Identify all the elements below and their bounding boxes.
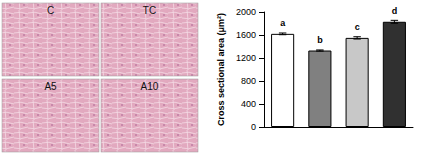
svg-text:1200: 1200 (236, 53, 256, 63)
svg-text:A5: A5 (44, 81, 57, 92)
svg-text:2000: 2000 (236, 7, 256, 17)
svg-text:0: 0 (251, 122, 256, 132)
svg-text:b: b (317, 35, 323, 45)
svg-text:800: 800 (241, 76, 256, 86)
svg-text:Cross sectional area (μm²): Cross sectional area (μm²) (216, 13, 226, 126)
svg-text:d: d (392, 6, 398, 16)
svg-text:400: 400 (241, 99, 256, 109)
svg-text:C: C (47, 5, 54, 16)
svg-text:1600: 1600 (236, 30, 256, 40)
svg-text:A10: A10 (141, 81, 159, 92)
svg-text:TC: TC (143, 5, 156, 16)
svg-text:c: c (355, 22, 360, 32)
svg-text:a: a (280, 18, 286, 28)
